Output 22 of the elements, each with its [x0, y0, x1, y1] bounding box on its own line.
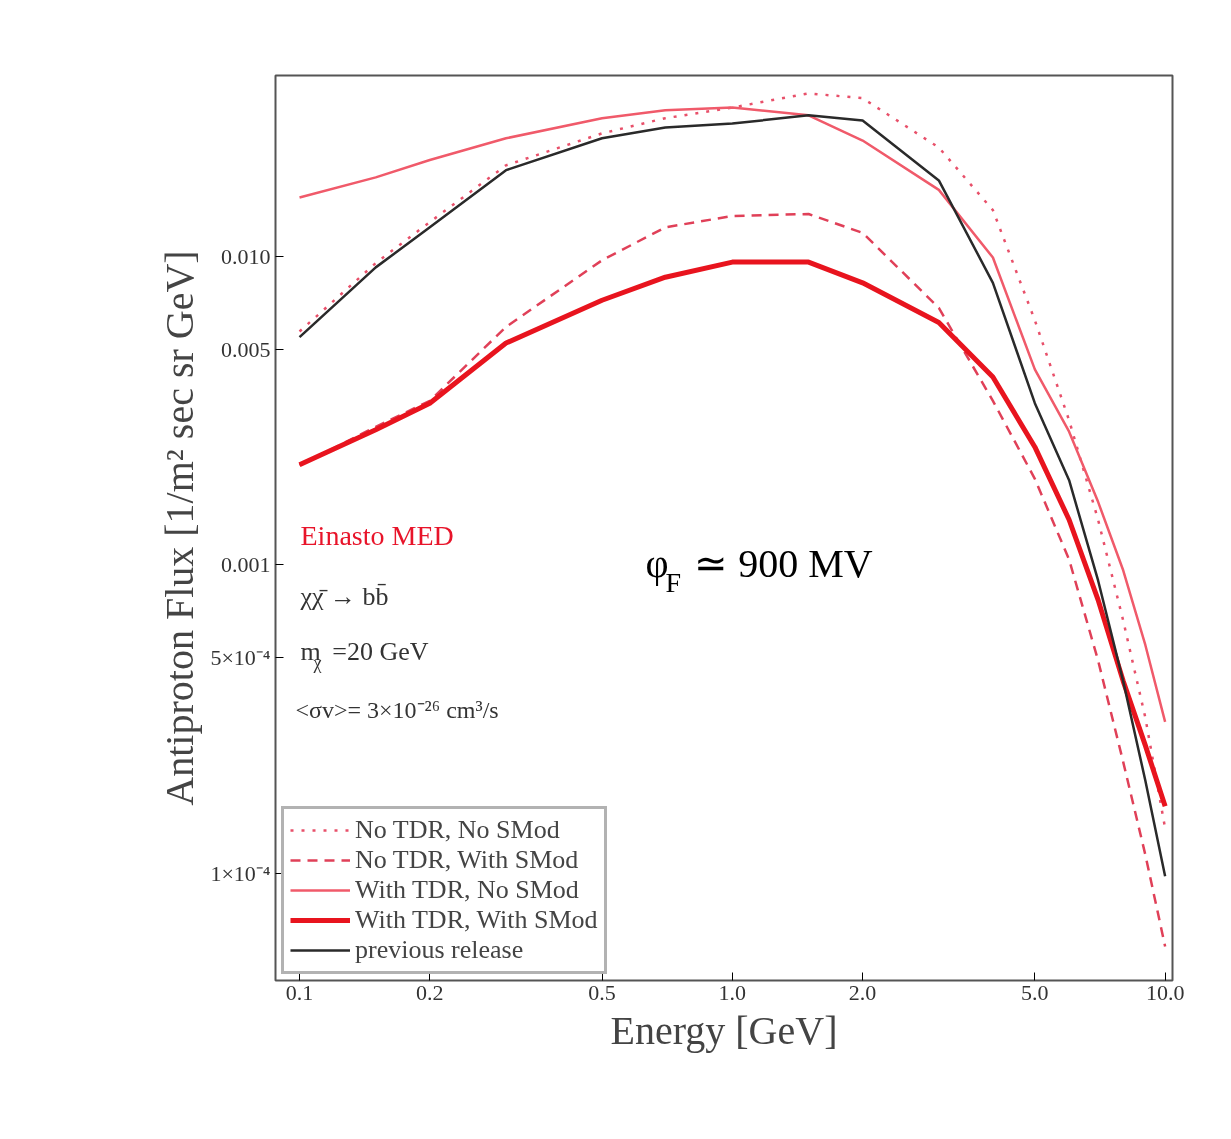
y-axis-title: Antiproton Flux [1/m² sec sr GeV] — [157, 250, 203, 806]
legend-label: previous release — [355, 935, 524, 965]
x-tick-label: 0.2 — [416, 979, 444, 1005]
y-tick-label: 0.005 — [221, 336, 271, 362]
x-tick-label: 10.0 — [1145, 979, 1185, 1005]
x-tick-label: 2.0 — [848, 979, 877, 1005]
annotation: Einasto MED — [300, 519, 454, 551]
annotation: χχ̄ → bb̄ — [299, 581, 389, 611]
x-tick-label: 5.0 — [1021, 979, 1049, 1005]
x-axis-title: Energy [GeV] — [610, 1007, 838, 1053]
legend-label: No TDR, With SMod — [355, 845, 579, 875]
annotation: <σv>= 3×10⁻²⁶ cm³/s — [295, 696, 499, 723]
y-tick-label: 1×10⁻⁴ — [210, 860, 271, 886]
y-tick-label: 0.010 — [221, 243, 271, 269]
y-tick-label: 0.001 — [221, 552, 271, 578]
x-tick-label: 1.0 — [718, 979, 747, 1005]
x-tick-label: 0.1 — [285, 979, 314, 1005]
y-tick-label: 5×10⁻⁴ — [210, 645, 271, 671]
legend-label: With TDR, No SMod — [355, 875, 579, 905]
x-tick-label: 0.5 — [588, 979, 616, 1005]
legend-label: No TDR, No SMod — [355, 815, 560, 845]
legend-label: With TDR, With SMod — [355, 905, 598, 935]
